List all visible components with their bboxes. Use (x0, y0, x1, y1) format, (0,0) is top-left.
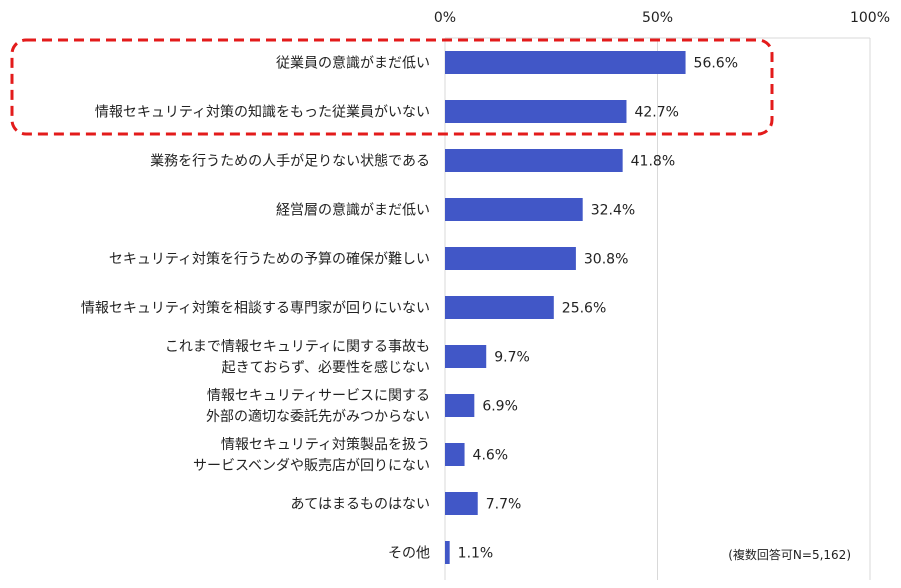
highlight-box-rect (10, 38, 774, 136)
category-label: これまで情報セキュリティに関する事故も (165, 339, 430, 355)
bar (445, 51, 686, 74)
bar (445, 345, 487, 368)
category-label: その他 (388, 546, 430, 562)
category-label: サービスベンダや販売店が回りにない (193, 458, 430, 474)
x-tick-label: 50% (642, 10, 673, 26)
category-label: 業務を行うための人手が足りない状態である (150, 154, 430, 170)
category-label: 情報セキュリティ対策の知識をもった従業員がいない (95, 104, 430, 121)
category-label: あてはまるものはない (291, 497, 430, 513)
bar (445, 541, 450, 564)
x-tick-label: 0% (434, 10, 456, 26)
value-label: 4.6% (473, 448, 509, 464)
category-label: 外部の適切な委託先がみつからない (206, 408, 430, 425)
bar (445, 443, 465, 466)
category-label: 起きておらず、必要性を感じない (222, 359, 430, 376)
bar (445, 100, 627, 123)
value-label: 32.4% (591, 203, 635, 219)
value-label: 30.8% (584, 252, 628, 268)
bar (445, 492, 478, 515)
category-label: 従業員の意識がまだ低い (276, 55, 430, 72)
category-label: 情報セキュリティ対策を相談する専門家が回りにいない (81, 300, 430, 317)
highlight-box (10, 38, 774, 136)
value-label: 25.6% (562, 301, 606, 317)
bar (445, 247, 576, 270)
bar (445, 296, 554, 319)
bar (445, 198, 583, 221)
value-label: 56.6% (694, 56, 738, 72)
value-label: 6.9% (482, 399, 518, 415)
x-axis-ticks: 0% 50% 100% (434, 10, 890, 26)
value-label: 1.1% (458, 546, 494, 562)
bar (445, 149, 623, 172)
category-label: セキュリティ対策を行うための予算の確保が難しい (109, 251, 430, 268)
category-label: 情報セキュリティ対策製品を扱う (221, 436, 430, 453)
value-label: 42.7% (634, 105, 678, 121)
x-tick-label: 100% (850, 10, 890, 26)
bar (445, 394, 475, 417)
category-label: 経営層の意識がまだ低い (276, 202, 430, 219)
category-labels: 従業員の意識がまだ低い情報セキュリティ対策の知識をもった従業員がいない業務を行う… (81, 55, 430, 562)
sample-note: (複数回答可N=5,162) (728, 548, 851, 562)
bars (445, 51, 686, 564)
value-label: 7.7% (486, 497, 522, 513)
value-labels: 56.6% 42.7% 41.8% 32.4% 30.8% 25.6% 9.7% 6.9% 4.… (458, 56, 738, 562)
value-label: 9.7% (494, 350, 530, 366)
category-label: 情報セキュリティサービスに関する (207, 388, 430, 404)
value-label: 41.8% (631, 154, 675, 170)
